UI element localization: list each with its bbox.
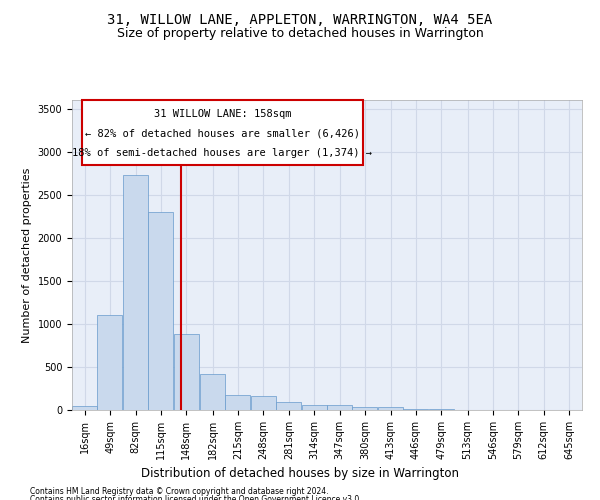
FancyBboxPatch shape [82, 100, 363, 165]
Bar [173, 334, 199, 410]
Bar [428, 409, 454, 410]
Bar [226, 396, 250, 410]
Text: Contains public sector information licensed under the Open Government Licence v3: Contains public sector information licen… [30, 495, 362, 500]
Bar [123, 175, 148, 410]
Text: 31 WILLOW LANE: 158sqm: 31 WILLOW LANE: 158sqm [154, 110, 291, 120]
Bar [352, 407, 377, 410]
Bar [200, 374, 225, 410]
Bar [97, 316, 122, 410]
Text: ← 82% of detached houses are smaller (6,426): ← 82% of detached houses are smaller (6,… [85, 129, 360, 139]
Y-axis label: Number of detached properties: Number of detached properties [22, 168, 32, 342]
Text: 18% of semi-detached houses are larger (1,374) →: 18% of semi-detached houses are larger (… [73, 148, 373, 158]
Text: Size of property relative to detached houses in Warrington: Size of property relative to detached ho… [116, 28, 484, 40]
Bar [403, 409, 428, 410]
Bar [276, 402, 301, 410]
Bar [378, 408, 403, 410]
Text: Distribution of detached houses by size in Warrington: Distribution of detached houses by size … [141, 468, 459, 480]
Bar [302, 405, 326, 410]
Bar [251, 396, 276, 410]
Bar [327, 406, 352, 410]
Text: Contains HM Land Registry data © Crown copyright and database right 2024.: Contains HM Land Registry data © Crown c… [30, 488, 329, 496]
Text: 31, WILLOW LANE, APPLETON, WARRINGTON, WA4 5EA: 31, WILLOW LANE, APPLETON, WARRINGTON, W… [107, 12, 493, 26]
Bar [148, 212, 173, 410]
Bar [72, 406, 97, 410]
